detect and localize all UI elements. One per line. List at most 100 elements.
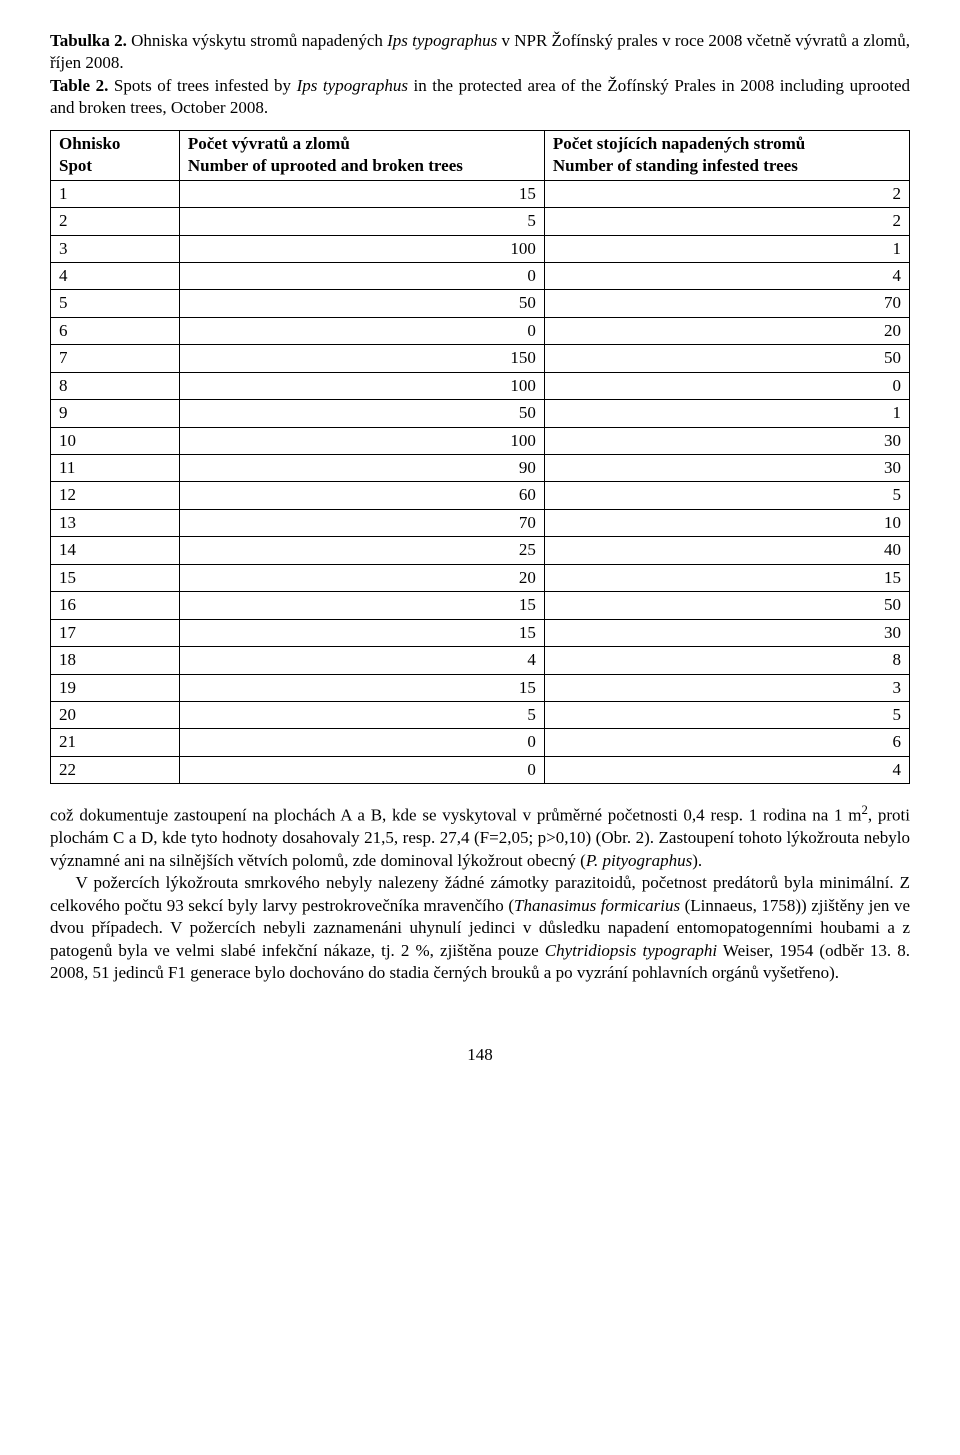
table-cell: 15: [179, 592, 544, 619]
table-cell: 0: [179, 317, 544, 344]
table-row: 715050: [51, 345, 910, 372]
table-cell: 10: [51, 427, 180, 454]
table-cell: 15: [179, 674, 544, 701]
table-row: 142540: [51, 537, 910, 564]
table-cell: 70: [544, 290, 909, 317]
col1-line1: Počet vývratů a zlomů: [188, 133, 536, 155]
table-row: 6020: [51, 317, 910, 344]
table-cell: 15: [544, 564, 909, 591]
table-cell: 10: [544, 509, 909, 536]
table-cell: 100: [179, 235, 544, 262]
col2-line2: Number of standing infested trees: [553, 155, 901, 177]
table-cell: 50: [544, 345, 909, 372]
table-cell: 19: [51, 674, 180, 701]
table-cell: 100: [179, 372, 544, 399]
table-cell: 14: [51, 537, 180, 564]
table-cell: 150: [179, 345, 544, 372]
table-cell: 3: [51, 235, 180, 262]
table-cell: 1: [544, 235, 909, 262]
table-cell: 18: [51, 647, 180, 674]
caption-en-pre: Spots of trees infested by: [108, 76, 296, 95]
table-row: 9501: [51, 400, 910, 427]
page-number: 148: [50, 1044, 910, 1066]
table-cell: 50: [179, 290, 544, 317]
table-cell: 11: [51, 455, 180, 482]
table-row: 137010: [51, 509, 910, 536]
col-header-uprooted: Počet vývratů a zlomů Number of uprooted…: [179, 130, 544, 180]
table-caption: Tabulka 2. Ohniska výskytu stromů napade…: [50, 30, 910, 120]
table-cell: 40: [544, 537, 909, 564]
table-cell: 1: [51, 180, 180, 207]
table-cell: 15: [51, 564, 180, 591]
table-cell: 6: [51, 317, 180, 344]
p2-ital2: Chytridi­opsis typographi: [545, 941, 717, 960]
table-cell: 20: [51, 701, 180, 728]
table-cell: 4: [544, 756, 909, 783]
table-row: 2055: [51, 701, 910, 728]
table-cell: 13: [51, 509, 180, 536]
table-cell: 15: [179, 619, 544, 646]
table-cell: 12: [51, 482, 180, 509]
caption-cz-pre: Ohniska výskytu stromů napadených: [127, 31, 387, 50]
col0-line1: Ohnisko: [59, 133, 171, 155]
table-row: 1010030: [51, 427, 910, 454]
p2-ital1: Thanasimus formicarius: [514, 896, 680, 915]
table-cell: 8: [51, 372, 180, 399]
table-row: 12605: [51, 482, 910, 509]
table-cell: 6: [544, 729, 909, 756]
table-cell: 0: [179, 262, 544, 289]
table-row: 161550: [51, 592, 910, 619]
table-cell: 9: [51, 400, 180, 427]
paragraph-1: což dokumentuje zastoupení na plochách A…: [50, 802, 910, 872]
table-cell: 90: [179, 455, 544, 482]
caption-cz-ital: Ips typographus: [387, 31, 497, 50]
table-cell: 8: [544, 647, 909, 674]
table-cell: 20: [179, 564, 544, 591]
table-cell: 2: [544, 180, 909, 207]
table-row: 152015: [51, 564, 910, 591]
table-cell: 4: [544, 262, 909, 289]
paragraph-2: V požercích lýkožrouta smrkového nebyly …: [50, 872, 910, 984]
p1-ital1: P. pityographus: [586, 851, 692, 870]
table-cell: 20: [544, 317, 909, 344]
table-cell: 3: [544, 674, 909, 701]
table-cell: 7: [51, 345, 180, 372]
data-table: Ohnisko Spot Počet vývratů a zlomů Numbe…: [50, 130, 910, 785]
table-cell: 50: [179, 400, 544, 427]
table-cell: 0: [179, 756, 544, 783]
table-cell: 16: [51, 592, 180, 619]
table-row: 81000: [51, 372, 910, 399]
p1-a: což dokumentuje zastoupení na plochách A…: [50, 806, 862, 825]
table-cell: 0: [544, 372, 909, 399]
table-cell: 5: [544, 701, 909, 728]
table-cell: 4: [51, 262, 180, 289]
table-cell: 2: [544, 208, 909, 235]
table-row: 171530: [51, 619, 910, 646]
col2-line1: Počet stojících napadených stromů: [553, 133, 901, 155]
table-row: 2106: [51, 729, 910, 756]
caption-en-ital: Ips typographus: [297, 76, 408, 95]
table-cell: 100: [179, 427, 544, 454]
table-row: 1848: [51, 647, 910, 674]
table-cell: 0: [179, 729, 544, 756]
table-cell: 30: [544, 619, 909, 646]
caption-cz-label: Tabulka 2.: [50, 31, 127, 50]
table-cell: 4: [179, 647, 544, 674]
table-row: 19153: [51, 674, 910, 701]
col-header-standing: Počet stojících napadených stromů Number…: [544, 130, 909, 180]
table-cell: 15: [179, 180, 544, 207]
table-cell: 5: [544, 482, 909, 509]
table-cell: 30: [544, 455, 909, 482]
table-row: 119030: [51, 455, 910, 482]
col-header-spot: Ohnisko Spot: [51, 130, 180, 180]
table-cell: 50: [544, 592, 909, 619]
table-cell: 21: [51, 729, 180, 756]
table-cell: 70: [179, 509, 544, 536]
body-text: což dokumentuje zastoupení na plochách A…: [50, 802, 910, 984]
table-cell: 5: [51, 290, 180, 317]
table-cell: 60: [179, 482, 544, 509]
table-row: 2204: [51, 756, 910, 783]
caption-en-label: Table 2.: [50, 76, 108, 95]
table-cell: 25: [179, 537, 544, 564]
table-cell: 5: [179, 701, 544, 728]
